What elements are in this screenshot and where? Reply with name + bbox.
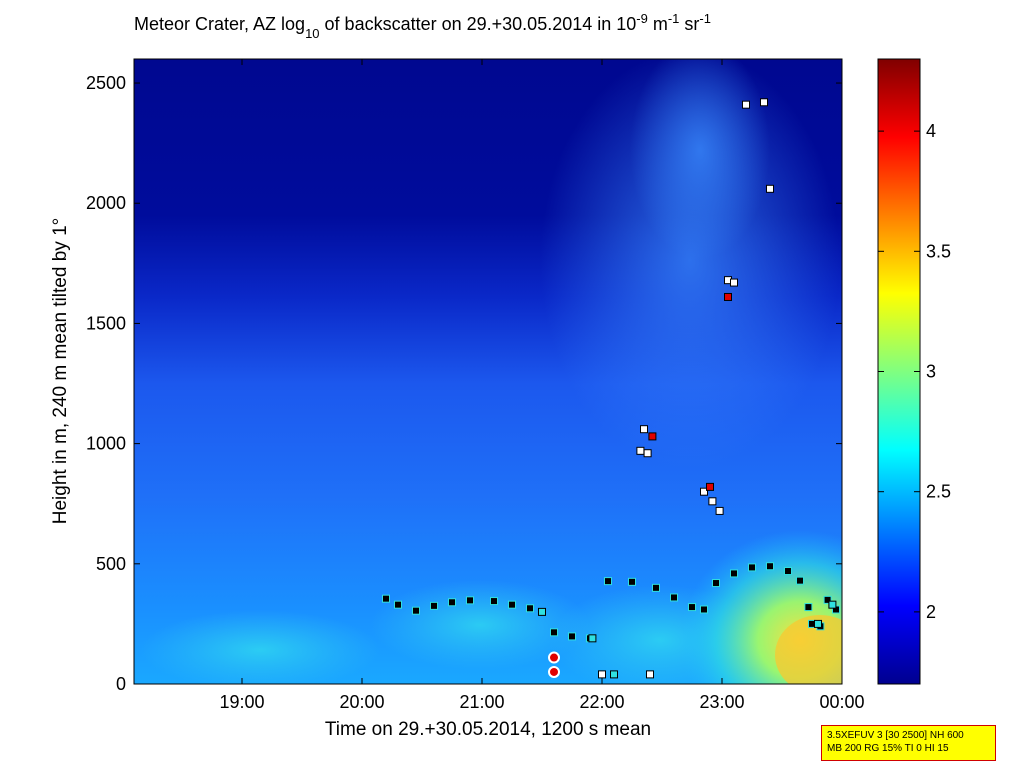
layer-marker-red [724,292,732,301]
layer-marker-white [742,100,750,109]
layer-marker-black [412,606,420,615]
colorbar [877,58,921,685]
layer-marker-black [550,628,558,637]
y-tick-label: 0 [116,674,126,694]
layer-marker-cyan [828,600,837,609]
y-tick-label: 500 [96,554,126,574]
chart-title: Meteor Crater, AZ log10 of backscatter o… [134,11,711,41]
layer-marker-black [394,600,402,609]
colorbar-tick-label: 2.5 [926,482,951,502]
layer-marker-black [712,579,720,588]
heatmap-area [134,59,842,684]
layer-marker-white [700,487,708,496]
layer-marker-black [466,596,474,605]
layer-marker-white [708,497,717,506]
layer-marker-black [823,595,832,604]
layer-marker-cyan [610,670,618,679]
info-line-2: MB 200 RG 15% TI 0 HI 15 [827,743,949,754]
layer-marker-white [730,278,738,287]
x-tick-label: 20:00 [339,692,384,712]
layer-marker-white [646,670,654,679]
colorbar-tick-label: 2 [926,602,936,622]
layer-marker-cyan [814,619,822,628]
layer-marker-cyan [538,607,546,616]
layer-marker-black [766,562,774,571]
layer-marker-black [448,598,456,607]
layer-marker-black [804,603,813,612]
info-line-1: 3.5XEFUV 3 [30 2500] NH 600 [827,730,964,741]
layer-marker-black [652,583,660,592]
x-tick-label: 19:00 [219,692,264,712]
layer-marker-black [796,576,804,585]
layer-marker-black [730,569,738,578]
layer-marker-white [640,425,648,434]
colorbar-tick-label: 4 [926,121,936,141]
layer-marker-black [508,600,516,609]
layer-marker-black [670,593,678,602]
y-tick-label: 1500 [86,313,126,333]
plot-frame [133,58,843,685]
x-tick-label: 00:00 [819,692,864,712]
layer-marker-red [706,482,714,491]
layer-marker-black [568,632,576,641]
layer-marker-black [628,577,636,586]
y-tick-label: 1000 [86,434,126,454]
layer-marker-black [700,605,708,614]
x-tick-label: 21:00 [459,692,504,712]
circle-marker [548,665,560,678]
layer-marker-black [688,603,696,612]
layer-marker-black [382,594,390,603]
info-box: 3.5XEFUV 3 [30 2500] NH 600 MB 200 RG 15… [821,725,996,761]
layer-marker-cyan [588,634,597,643]
layer-marker-red [648,432,657,441]
layer-marker-black [784,567,792,576]
colorbar-tick-label: 3 [926,362,936,382]
x-tick-label: 23:00 [699,692,744,712]
x-axis-label: Time on 29.+30.05.2014, 1200 s mean [325,719,651,740]
y-tick-label: 2500 [86,73,126,93]
layer-marker-white [760,98,768,107]
y-axis-label: Height in m, 240 m mean tilted by 1° [50,218,71,524]
layer-marker-white [766,184,774,193]
circle-marker [548,651,560,664]
y-tick-label: 2000 [86,193,126,213]
layer-marker-white [715,506,724,515]
layer-marker-black [490,597,498,606]
layer-marker-white [643,449,652,458]
colorbar-tick-label: 3.5 [926,241,951,261]
x-tick-label: 22:00 [579,692,624,712]
layer-marker-black [748,563,756,572]
layer-marker-black [430,601,438,610]
layer-marker-white [636,446,645,455]
layer-marker-white [598,670,606,679]
layer-marker-black [604,577,612,586]
layer-marker-black [526,604,534,613]
